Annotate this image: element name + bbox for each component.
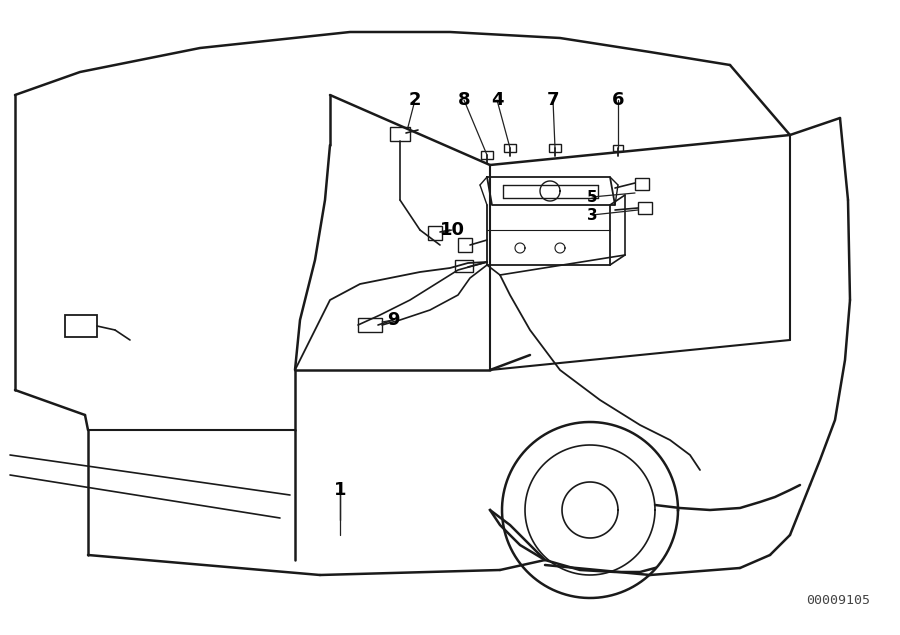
Text: 10: 10 (439, 221, 464, 239)
Text: 2: 2 (409, 91, 421, 109)
Text: 00009105: 00009105 (806, 594, 870, 606)
Bar (613, 145, 623, 151)
Text: 3: 3 (587, 208, 598, 222)
Bar (635, 178, 649, 190)
Bar (455, 260, 473, 272)
Bar (358, 318, 382, 332)
Text: 9: 9 (387, 311, 400, 329)
Bar (504, 144, 516, 152)
Bar (549, 144, 561, 152)
Text: 5: 5 (587, 189, 598, 204)
Bar (65, 315, 97, 337)
Text: 6: 6 (612, 91, 625, 109)
Text: 4: 4 (491, 91, 503, 109)
Bar (390, 127, 410, 141)
Bar (458, 238, 472, 252)
Bar (481, 151, 493, 159)
Bar (638, 202, 652, 214)
Text: 8: 8 (458, 91, 471, 109)
Text: 1: 1 (334, 481, 346, 499)
Text: 7: 7 (547, 91, 559, 109)
Bar (428, 226, 442, 240)
